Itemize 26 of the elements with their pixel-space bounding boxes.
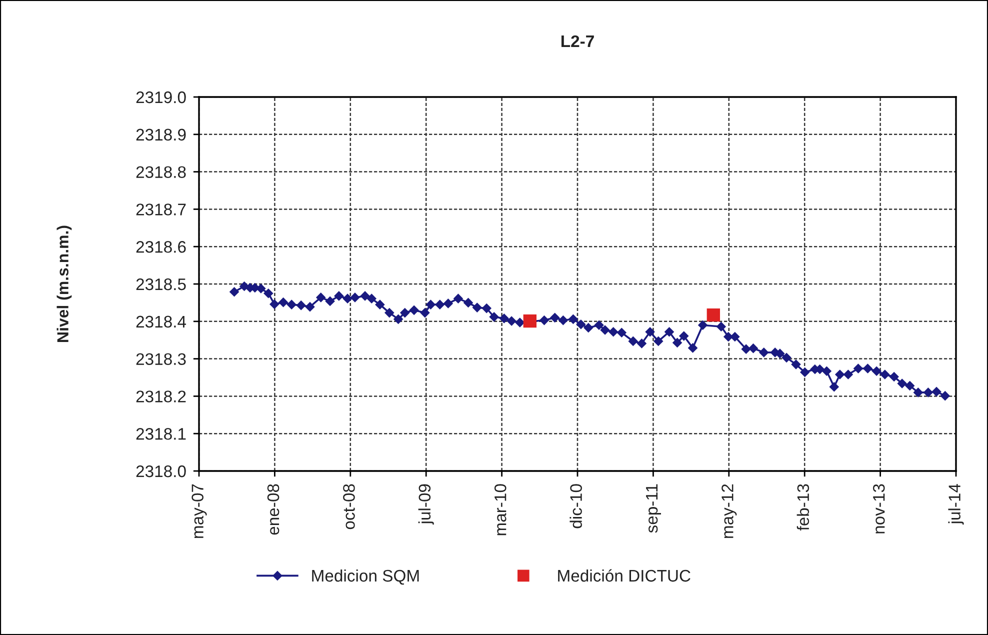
x-tick-label: jul-09: [418, 484, 434, 525]
x-tick-label: nov-13: [872, 484, 885, 534]
y-tick-label: 2318.1: [136, 428, 186, 440]
y-tick-label: 2318.5: [136, 278, 186, 290]
x-tick-label: may-07: [192, 484, 207, 538]
x-tick-label: oct-08: [343, 484, 355, 530]
y-tick-label: 2318.2: [136, 390, 186, 402]
legend-label: Medicion SQM: [312, 569, 419, 585]
x-tick-label: sep-11: [646, 484, 661, 533]
y-tick-label: 2318.7: [136, 204, 186, 216]
y-tick-label: 2319.0: [136, 91, 186, 104]
y-tick-label: 2318.8: [136, 166, 186, 178]
y-tick-label: 2318.3: [136, 353, 186, 366]
x-tick-label: ene-08: [267, 484, 280, 535]
x-tick-label: mar-10: [494, 484, 506, 536]
y-axis-title: Nivel (m.s.n.m.): [56, 226, 72, 342]
y-tick-label: 2318.4: [136, 316, 186, 328]
chart-title: L2-7: [561, 35, 594, 47]
y-tick-label: 2318.0: [136, 465, 186, 478]
legend-label: Medición DICTUC: [558, 569, 690, 582]
x-tick-label: feb-13: [796, 484, 810, 531]
y-tick-label: 2318.6: [136, 241, 186, 253]
x-tick-label: jul-14: [948, 484, 964, 525]
y-tick-label: 2318.9: [136, 128, 186, 141]
x-tick-label: dic-10: [570, 484, 582, 528]
x-tick-label: may-12: [722, 484, 737, 538]
